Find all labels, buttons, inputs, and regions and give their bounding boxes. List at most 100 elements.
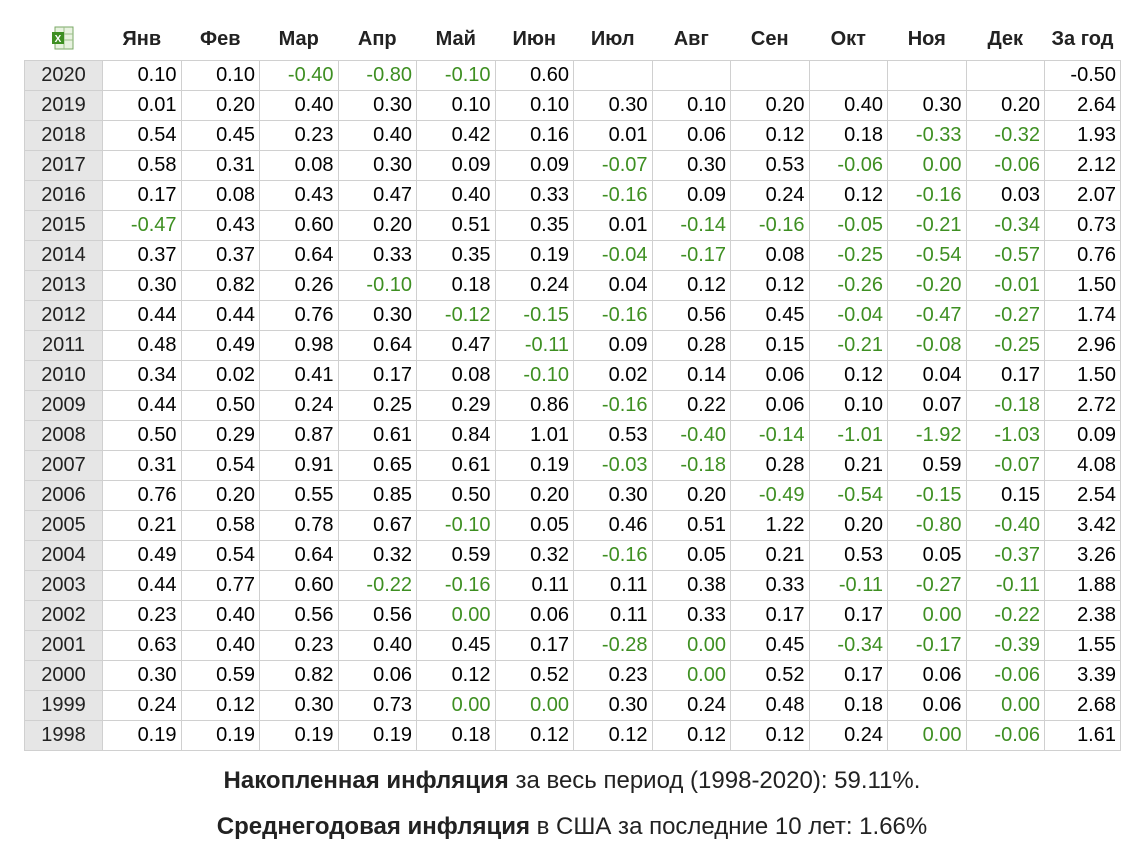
year-cell: 2010 — [24, 360, 103, 391]
month-value-cell: 0.56 — [337, 600, 417, 631]
month-value-cell: 0.76 — [259, 300, 339, 331]
month-value-cell: -0.25 — [808, 240, 888, 271]
month-value-cell: 0.06 — [494, 600, 574, 631]
month-value-cell: -0.04 — [573, 240, 653, 271]
month-value-cell: -0.16 — [573, 540, 653, 571]
month-value-cell: 0.24 — [494, 270, 574, 301]
month-value-cell: -0.28 — [573, 630, 653, 661]
month-value-cell: 0.00 — [887, 150, 967, 181]
month-value-cell: 0.06 — [337, 660, 417, 691]
month-value-cell — [965, 60, 1045, 91]
month-value-cell: 0.12 — [730, 120, 810, 151]
month-value-cell: 0.60 — [259, 210, 339, 241]
month-value-cell: 0.03 — [965, 180, 1045, 211]
month-value-cell: 0.45 — [730, 630, 810, 661]
month-value-cell: 0.24 — [808, 720, 888, 751]
month-value-cell: 0.07 — [887, 390, 967, 421]
month-value-cell: 0.30 — [102, 660, 182, 691]
column-header-month: Май — [435, 27, 476, 50]
month-value-cell: 0.20 — [180, 480, 260, 511]
month-value-cell: -0.39 — [965, 630, 1045, 661]
month-value-cell: -0.05 — [808, 210, 888, 241]
month-value-cell: -0.37 — [965, 540, 1045, 571]
month-value-cell: 0.00 — [494, 690, 574, 721]
month-value-cell: 0.19 — [180, 720, 260, 751]
month-value-cell: 0.40 — [416, 180, 496, 211]
month-value-cell: 0.18 — [416, 720, 496, 751]
month-value-cell: 0.76 — [102, 480, 182, 511]
month-value-cell: 0.09 — [416, 150, 496, 181]
month-value-cell: 0.11 — [494, 570, 574, 601]
month-value-cell: 0.12 — [651, 270, 731, 301]
month-value-cell: -0.40 — [259, 60, 339, 91]
year-cell: 2017 — [24, 150, 103, 181]
month-value-cell: -0.15 — [887, 480, 967, 511]
table-row: 2000 0.30 0.59 0.82 0.06 0.12 0.52 0.23 0.00 0.52… — [24, 660, 1121, 691]
month-value-cell: 0.20 — [651, 480, 731, 511]
month-value-cell: 0.01 — [573, 120, 653, 151]
table-row: 2013 0.30 0.82 0.26 -0.10 0.18 0.24 0.04 0.12 0.1… — [24, 270, 1121, 301]
year-cell: 2009 — [24, 390, 103, 421]
month-value-cell: -0.16 — [573, 390, 653, 421]
month-value-cell — [887, 60, 967, 91]
column-header-month: Сен — [750, 27, 789, 50]
month-value-cell: 0.41 — [259, 360, 339, 391]
month-value-cell: 0.78 — [259, 510, 339, 541]
month-value-cell: -0.14 — [651, 210, 731, 241]
average-inflation-line: Среднегодовая инфляция в США за последни… — [0, 804, 1144, 850]
month-value-cell — [730, 60, 810, 91]
year-total-cell: 3.42 — [1044, 510, 1121, 541]
month-value-cell: 0.91 — [259, 450, 339, 481]
inflation-table: X Янв Фев Мар Апр Май Июн Июл Авг Сен Окт Ноя Дек За… — [24, 18, 1121, 751]
month-value-cell: 0.12 — [180, 690, 260, 721]
month-value-cell: -0.16 — [416, 570, 496, 601]
month-value-cell: 0.22 — [651, 390, 731, 421]
month-value-cell: 0.59 — [887, 450, 967, 481]
month-value-cell: -0.17 — [651, 240, 731, 271]
year-cell: 2003 — [24, 570, 103, 601]
year-cell: 1999 — [24, 690, 103, 721]
month-value-cell: 1.22 — [730, 510, 810, 541]
month-value-cell: -0.33 — [887, 120, 967, 151]
month-value-cell: 0.53 — [730, 150, 810, 181]
month-value-cell: 0.33 — [337, 240, 417, 271]
year-total-cell: 1.50 — [1044, 360, 1121, 391]
month-value-cell: 0.40 — [180, 630, 260, 661]
month-value-cell: 0.23 — [259, 630, 339, 661]
month-value-cell: -0.10 — [494, 360, 574, 391]
month-value-cell: -0.07 — [573, 150, 653, 181]
column-header-month: Мар — [278, 27, 319, 50]
month-value-cell: -0.06 — [965, 150, 1045, 181]
month-value-cell: 0.25 — [337, 390, 417, 421]
year-cell: 2006 — [24, 480, 103, 511]
month-value-cell: 0.10 — [416, 90, 496, 121]
month-value-cell: 0.87 — [259, 420, 339, 451]
year-cell: 2019 — [24, 90, 103, 121]
year-total-cell: 0.76 — [1044, 240, 1121, 271]
month-value-cell: 0.50 — [416, 480, 496, 511]
year-cell: 2001 — [24, 630, 103, 661]
month-value-cell: -0.07 — [965, 450, 1045, 481]
year-total-cell: 1.88 — [1044, 570, 1121, 601]
year-cell: 2016 — [24, 180, 103, 211]
table-row: 2019 0.01 0.20 0.40 0.30 0.10 0.10 0.30 0.10 0.20… — [24, 90, 1121, 121]
month-value-cell: 0.56 — [259, 600, 339, 631]
month-value-cell: -0.22 — [965, 600, 1045, 631]
month-value-cell: 0.00 — [416, 600, 496, 631]
month-value-cell: 0.02 — [180, 360, 260, 391]
month-value-cell: 0.47 — [337, 180, 417, 211]
month-value-cell: 0.08 — [259, 150, 339, 181]
month-value-cell: 0.60 — [259, 570, 339, 601]
month-value-cell: 0.19 — [259, 720, 339, 751]
month-value-cell: 0.23 — [259, 120, 339, 151]
month-value-cell: 0.48 — [102, 330, 182, 361]
month-value-cell: 0.53 — [573, 420, 653, 451]
month-value-cell: 0.40 — [337, 120, 417, 151]
month-value-cell: 0.14 — [651, 360, 731, 391]
table-row: 2010 0.34 0.02 0.41 0.17 0.08 -0.10 0.02 0.14 0.0… — [24, 360, 1121, 391]
year-total-cell: 2.96 — [1044, 330, 1121, 361]
year-cell: 2012 — [24, 300, 103, 331]
excel-export-cell[interactable]: X — [25, 18, 103, 61]
month-value-cell: 0.21 — [102, 510, 182, 541]
excel-icon[interactable]: X — [49, 25, 79, 53]
